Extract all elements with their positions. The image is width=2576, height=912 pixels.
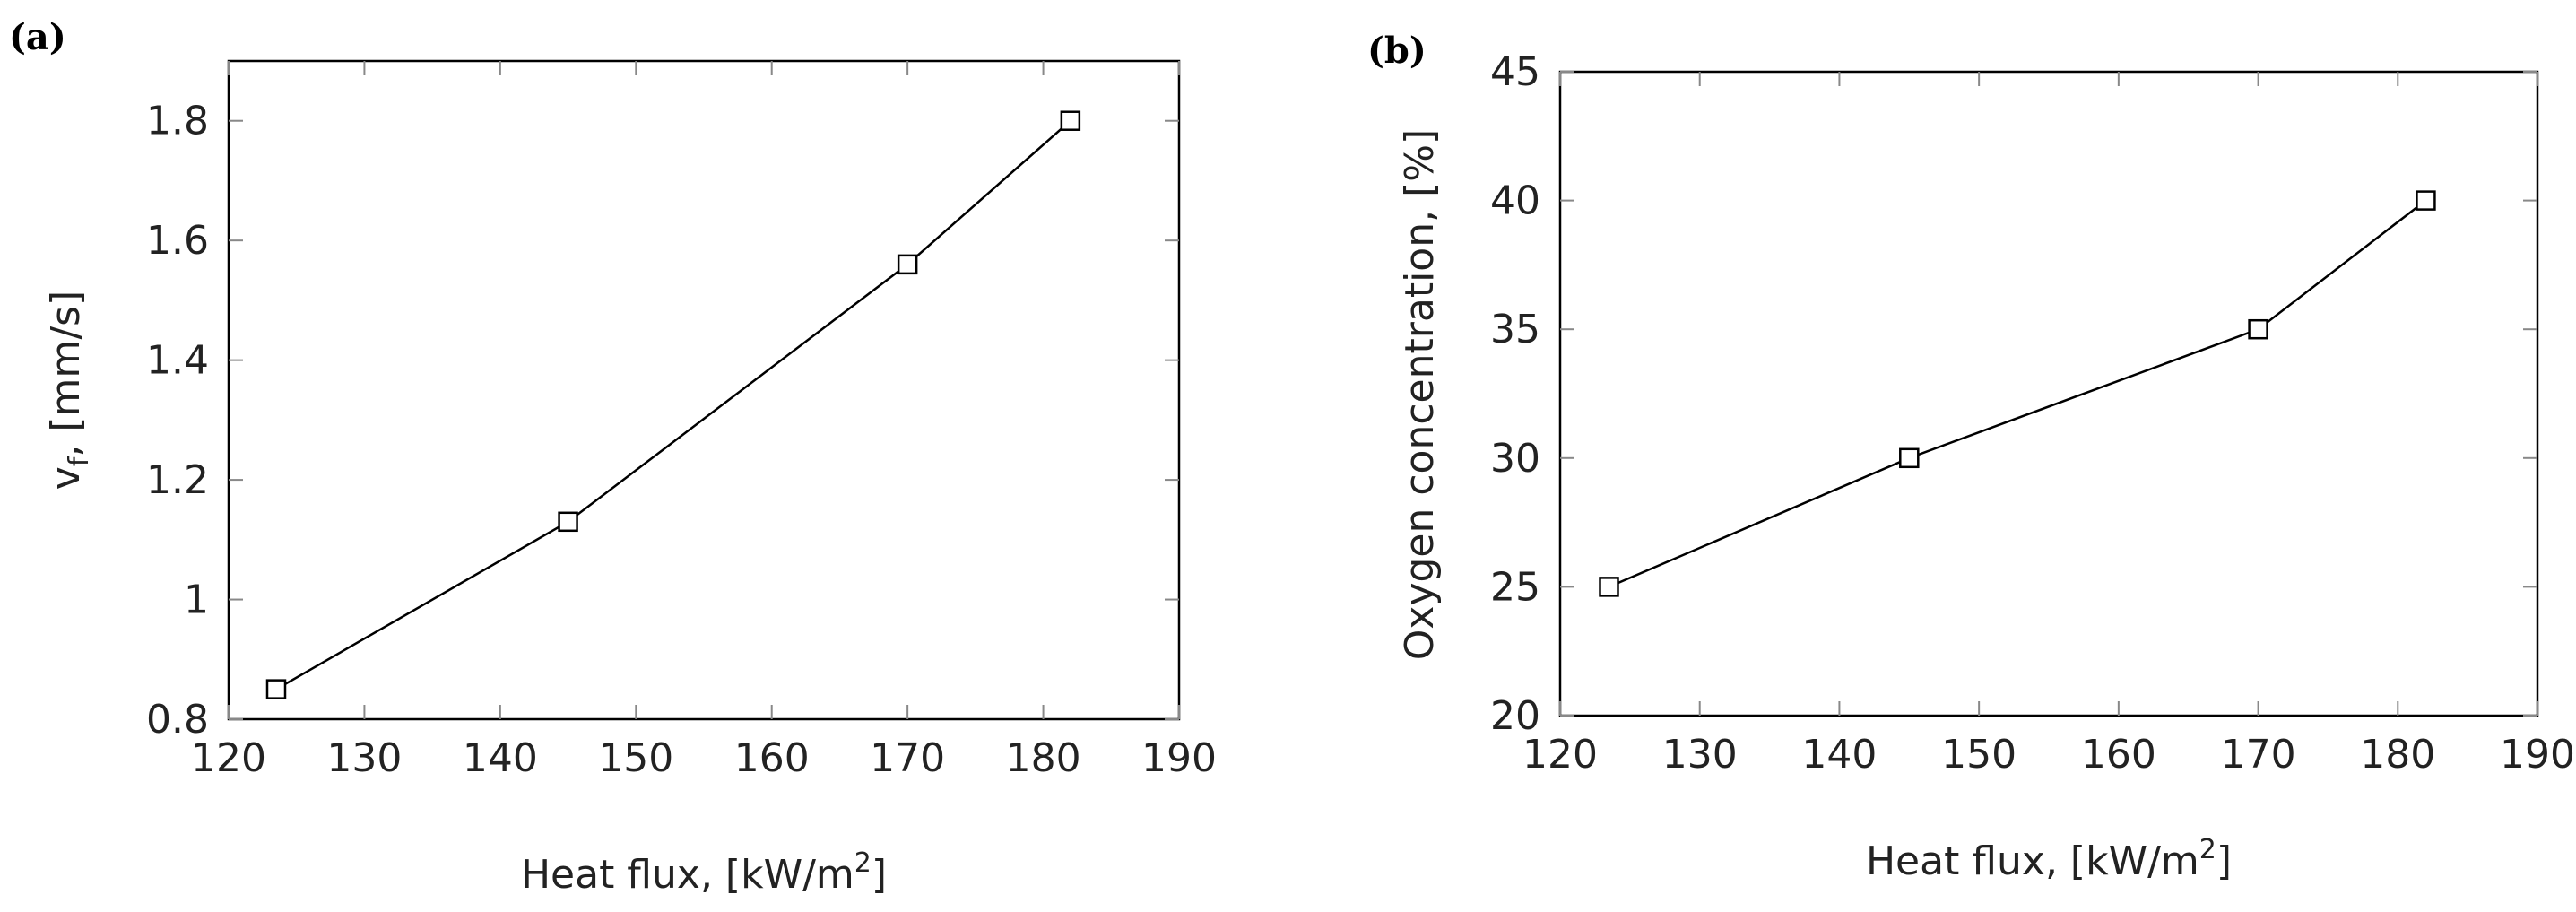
series-line-a — [275, 119, 1071, 691]
marks-b — [1599, 190, 2436, 597]
y-axis-label-a-rest: , [mm/s] — [43, 291, 89, 457]
y-tick-label-a: 1.6 — [146, 218, 209, 264]
y-tick-label-a: 1 — [184, 578, 209, 623]
plot-frame-b — [1558, 70, 2539, 717]
ticks-b: 120 130 140 150 160 170 180 190 20 25 30 35 40 45 — [1490, 49, 2575, 777]
x-tick-label-a: 120 — [191, 735, 266, 781]
ticks-a: 120 130 140 150 160 170 180 190 0.8 1 1.2 1.4 1.6 1.8 — [146, 61, 1217, 781]
x-tick-label-b: 140 — [1801, 732, 1877, 777]
x-axis-label-b: Heat flux, [kW/m2] — [1866, 834, 2232, 884]
plot-frame-a — [227, 59, 1181, 721]
data-point-b — [2416, 190, 2436, 211]
y-tick-label-b: 35 — [1490, 307, 1540, 352]
y-tick-label-a: 1.4 — [146, 338, 209, 384]
x-tick-label-b: 170 — [2221, 732, 2296, 777]
x-tick-label-a: 160 — [734, 735, 810, 781]
x-axis-label-b-main: Heat flux, [kW/m — [1866, 838, 2199, 884]
chart-panel-b: (b) 120 130 140 150 160 170 180 190 20 25 30 35 40 45… — [1367, 30, 2575, 884]
marks-a — [265, 110, 1081, 699]
x-tick-label-a: 180 — [1006, 735, 1081, 781]
y-tick-label-b: 45 — [1490, 49, 1540, 95]
x-tick-label-a: 140 — [463, 735, 538, 781]
chart-panel-a: (a) 120 130 140 150 160 170 180 190 0.8 1 1.2 1.4 1.… — [9, 16, 1217, 898]
y-tick-label-a: 1.2 — [146, 457, 209, 503]
y-tick-label-b: 25 — [1490, 564, 1540, 610]
data-point-b — [2248, 318, 2268, 340]
x-tick-label-a: 170 — [870, 735, 945, 781]
x-tick-label-b: 150 — [1941, 732, 2017, 777]
x-tick-label-a: 130 — [326, 735, 402, 781]
panel-b-label: (b) — [1367, 30, 1427, 72]
data-point-b — [1599, 577, 1619, 597]
y-tick-label-b: 30 — [1490, 436, 1540, 482]
panel-a-label: (a) — [9, 16, 66, 58]
y-axis-label-a: vf, [mm/s] — [43, 291, 95, 490]
data-point-b — [1899, 447, 1920, 469]
x-axis-label-a: Heat flux, [kW/m2] — [521, 847, 887, 898]
y-tick-label-b: 40 — [1490, 178, 1540, 224]
x-axis-label-b-close: ] — [2216, 838, 2232, 884]
y-tick-label-a: 0.8 — [146, 697, 209, 743]
x-tick-label-a: 150 — [598, 735, 673, 781]
x-axis-label-a-main: Heat flux, [kW/m — [521, 852, 854, 898]
data-point-a — [558, 511, 578, 533]
data-point-a — [1060, 110, 1081, 131]
data-point-a — [897, 254, 918, 275]
x-tick-label-b: 180 — [2360, 732, 2435, 777]
y-axis-label-a-sub: f — [64, 456, 95, 466]
y-tick-label-b: 20 — [1490, 693, 1540, 739]
y-tick-label-a: 1.8 — [146, 99, 209, 144]
series-line-b — [1609, 199, 2427, 588]
x-axis-label-a-close: ] — [872, 852, 887, 898]
y-axis-label-a-main: v — [43, 466, 89, 490]
x-axis-label-a-sup: 2 — [854, 847, 872, 879]
x-tick-label-b: 120 — [1522, 732, 1598, 777]
x-tick-label-b: 190 — [2500, 732, 2575, 777]
x-axis-label-b-sup: 2 — [2199, 834, 2216, 865]
x-tick-label-b: 160 — [2081, 732, 2156, 777]
data-point-a — [265, 679, 287, 699]
y-axis-label-b: Oxygen concentration, [%] — [1397, 129, 1443, 660]
x-tick-label-a: 190 — [1141, 735, 1217, 781]
x-tick-label-b: 130 — [1662, 732, 1738, 777]
